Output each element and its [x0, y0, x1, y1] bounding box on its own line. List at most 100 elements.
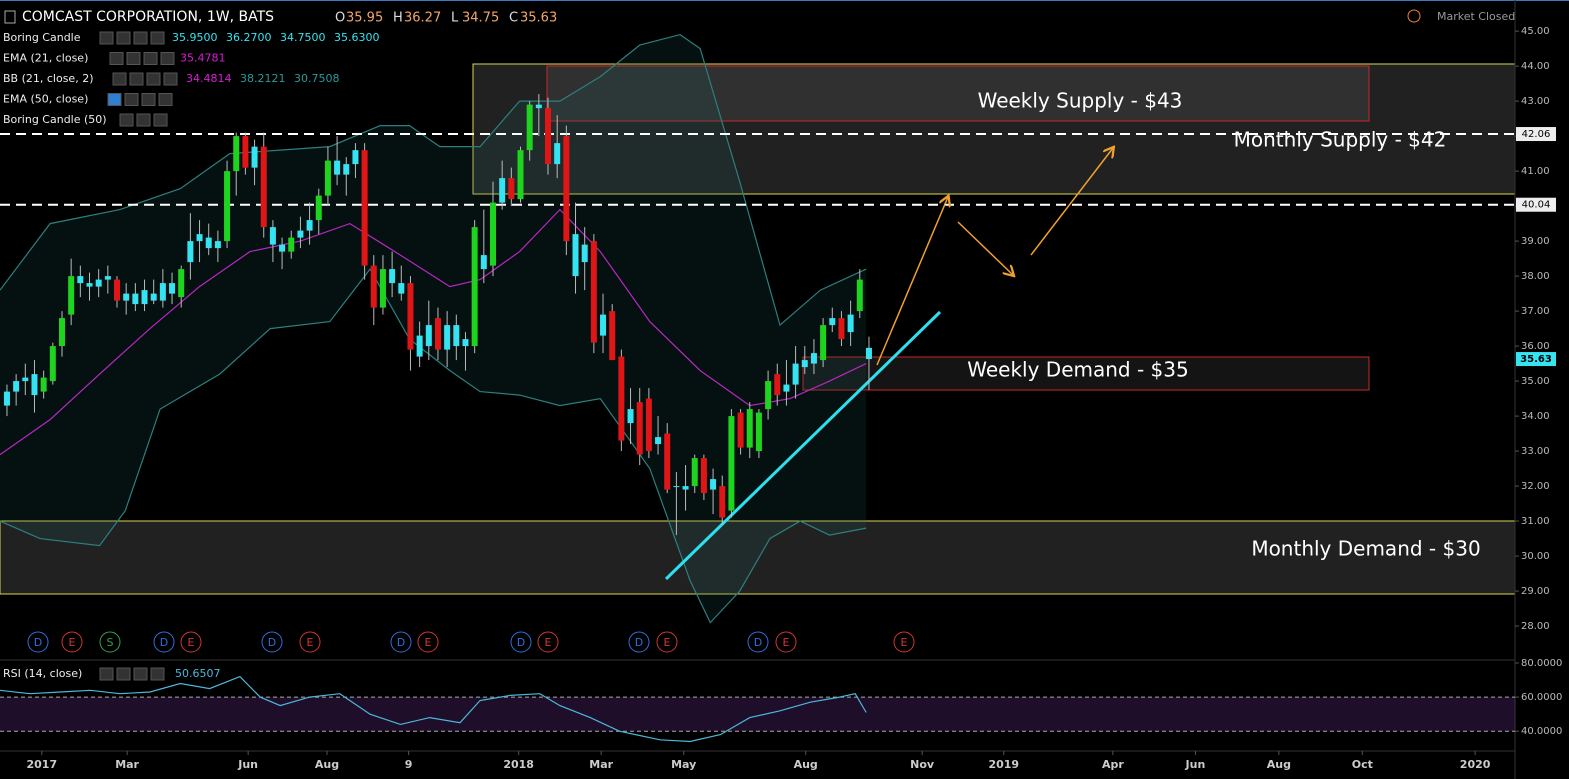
event-label: D [635, 636, 643, 649]
x-tick-label: Jun [1185, 758, 1206, 771]
y-tick-label: 28.00 [1521, 621, 1550, 632]
rsi-name: RSI (14, close) [3, 667, 82, 680]
candle-body [315, 195, 322, 221]
candle-body [58, 318, 65, 347]
last-price-label: 35.63 [1520, 354, 1552, 365]
candle-body [545, 108, 552, 165]
event-badge [656, 631, 678, 653]
legend-icon [160, 52, 175, 65]
candle-body [480, 255, 487, 270]
candle-body [288, 237, 295, 252]
event-label: E [188, 636, 195, 649]
candle-body [856, 279, 863, 312]
y-tick-label: 44.00 [1521, 61, 1550, 72]
candle-body [572, 234, 579, 277]
candle-body [746, 409, 753, 448]
legend-icon [119, 113, 134, 127]
candle-body [233, 136, 240, 172]
candle-body [31, 374, 38, 396]
legend-icon [158, 93, 173, 106]
event-badge [99, 631, 121, 653]
y-tick-label: 33.00 [1521, 446, 1550, 457]
candle-body [499, 178, 506, 203]
x-tick-label: Nov [910, 758, 935, 771]
candle-body [95, 279, 102, 287]
candle-body [196, 234, 203, 242]
candle-body [682, 486, 689, 490]
candle-body [700, 458, 707, 494]
legend-icon [163, 72, 178, 86]
x-tick-label: Aug [315, 758, 339, 771]
legend-icon [112, 72, 127, 86]
candle-body [49, 346, 56, 382]
x-tick-label: Jun [237, 758, 258, 771]
event-badge [299, 631, 321, 653]
candle-body [865, 347, 872, 360]
readout-value: 35.63 [520, 11, 557, 26]
candle-body [774, 374, 781, 396]
y-tick-label: 41.00 [1521, 166, 1550, 177]
candle-body [297, 230, 304, 238]
legend-icon [136, 113, 151, 127]
candle-body [471, 227, 478, 347]
candle-body [655, 437, 662, 445]
event-badge [893, 631, 915, 653]
arrow [957, 221, 1013, 275]
candle-body [398, 283, 405, 294]
price-line-label: 42.06 [1522, 129, 1551, 140]
candle-body [444, 325, 451, 350]
legend-value: 30.7508 [294, 72, 340, 85]
x-tick-label: Apr [1102, 758, 1124, 771]
event-label: E [664, 636, 671, 649]
event-label: E [901, 636, 908, 649]
candle-body [279, 244, 286, 252]
candle-body [829, 318, 836, 326]
event-badge [261, 631, 283, 653]
x-tick-label: Oct [1352, 758, 1373, 771]
candle-body [141, 290, 148, 305]
candle-body [324, 160, 331, 196]
zone-label: Weekly Supply - $43 [978, 89, 1183, 113]
candle-body [673, 486, 680, 488]
monthly-demand-zone [0, 520, 1516, 595]
readout-label: H [393, 11, 403, 26]
candle-body [269, 227, 276, 245]
legend-value: 34.4814 [186, 72, 232, 85]
candle-body [22, 377, 29, 382]
rsi-value: 50.6507 [175, 667, 221, 680]
readout-value: 36.27 [404, 11, 441, 26]
y-tick-label: 29.00 [1521, 586, 1550, 597]
event-badge [510, 631, 532, 653]
legend-icon [124, 93, 139, 106]
price-line-tag [1516, 197, 1556, 212]
y-tick-label: 32.00 [1521, 481, 1550, 492]
zone-label: Monthly Demand - $30 [1251, 537, 1480, 561]
bb-lower [0, 268, 867, 624]
last-price-tag [1516, 352, 1556, 367]
y-tick-label: 31.00 [1521, 516, 1550, 527]
candle-body [77, 276, 84, 284]
candle-body [114, 279, 121, 301]
candle-body [3, 391, 10, 406]
event-label: D [268, 636, 276, 649]
candle-body [600, 314, 607, 336]
event-label: D [517, 636, 525, 649]
legend-icon [150, 667, 165, 681]
candle-body [224, 171, 231, 242]
candle-body [664, 433, 671, 490]
menu-icon [4, 10, 16, 24]
candle-body [535, 104, 542, 109]
rsi-tick-label: 40.0000 [1521, 726, 1562, 737]
candle-body [645, 398, 652, 452]
candle-body [581, 244, 588, 263]
candle-body [407, 283, 414, 350]
candle-body [251, 146, 258, 168]
candle-body [563, 136, 570, 242]
rsi-band [0, 697, 1515, 732]
market-status: Market Closed [1437, 10, 1515, 23]
x-tick-label: Mar [115, 758, 139, 771]
candle-body [489, 202, 496, 266]
candle-body [609, 311, 616, 361]
weekly-demand-zone [802, 356, 1370, 391]
